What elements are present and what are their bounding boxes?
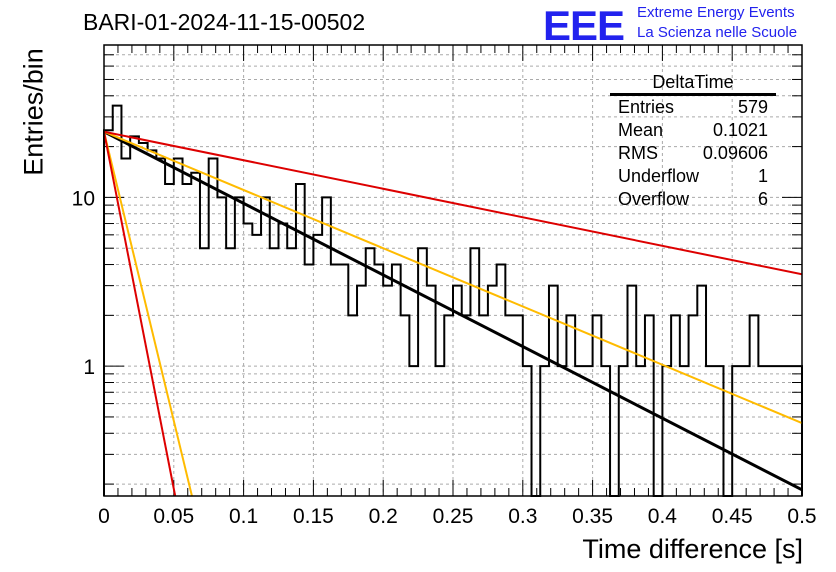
stats-label: Overflow [618, 189, 690, 209]
y-tick-label: 1 [83, 356, 95, 379]
x-tick-label: 0.25 [433, 505, 474, 528]
stats-row: Underflow 1 [610, 165, 776, 188]
x-tick-label: 0.5 [787, 505, 816, 528]
x-tick-label: 0 [98, 505, 110, 528]
stats-value: 579 [737, 97, 768, 117]
plot-title: BARI-01-2024-11-15-00502 [83, 9, 366, 35]
fit-line-4 [104, 131, 177, 496]
fit-line-0 [104, 130, 802, 492]
logo-line-2: La Scienza nelle Scuole [637, 24, 798, 41]
stats-label: Entries [618, 97, 675, 117]
stats-row: RMS 0.09606 [610, 142, 776, 165]
x-tick-label: 0.2 [369, 505, 398, 528]
plot-frame [103, 44, 803, 497]
stats-value: 0.09606 [702, 143, 768, 163]
y-axis-label: Entries/bin [18, 48, 49, 176]
fit-line-1 [104, 130, 802, 424]
x-tick-label: 0.1 [229, 505, 258, 528]
fit-line-3 [104, 131, 193, 496]
stats-box: DeltaTime Entries 579 Mean 0.1021 RMS 0.… [610, 72, 776, 211]
stats-label: Underflow [618, 166, 700, 186]
stats-row: Entries 579 [610, 96, 776, 119]
stats-label: RMS [618, 143, 658, 163]
stats-title: DeltaTime [610, 72, 776, 96]
stats-value: 0.1021 [712, 120, 768, 140]
stats-label: Mean [618, 120, 664, 140]
y-tick-label: 10 [72, 187, 95, 210]
x-tick-label: 0.35 [572, 505, 613, 528]
stats-value: 1 [757, 166, 768, 186]
x-tick-label: 0.3 [508, 505, 537, 528]
x-tick-label: 0.15 [293, 505, 334, 528]
stats-row: Mean 0.1021 [610, 119, 776, 142]
x-tick-label: 0.05 [153, 505, 194, 528]
x-axis-label: Time difference [s] [582, 534, 803, 564]
logo-line-1: Extreme Energy Events [637, 4, 795, 21]
x-tick-label: 0.45 [712, 505, 753, 528]
fit-line-2 [104, 130, 802, 276]
x-tick-label: 0.4 [648, 505, 678, 528]
stats-row: Overflow 6 [610, 188, 776, 211]
eee-logo: EEE [543, 2, 625, 49]
stats-value: 6 [757, 189, 768, 209]
